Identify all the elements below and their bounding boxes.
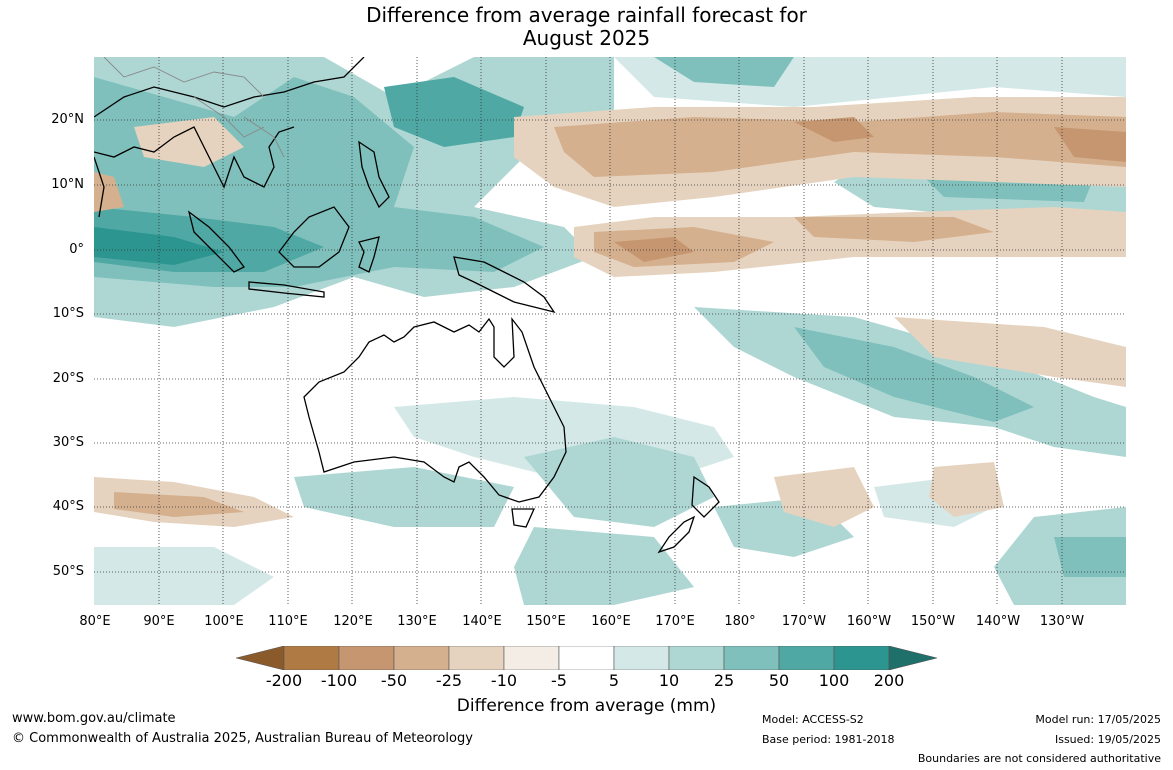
new-guinea-coast: [453, 256, 556, 314]
colorbar-tick: 200: [873, 671, 905, 690]
colorbar-swatch: [833, 645, 890, 671]
australia-coast: [303, 316, 567, 503]
issued-date: Issued: 19/05/2025: [1054, 733, 1161, 746]
lat-label-20s: 20°S: [52, 371, 84, 386]
lat-label-40s: 40°S: [52, 499, 84, 514]
colorbar-swatch: [668, 645, 725, 671]
graticule: [94, 57, 1126, 605]
colorbar: [235, 645, 938, 671]
colorbar-tick: -25: [435, 671, 463, 690]
colorbar-swatch: [393, 645, 450, 671]
colorbar-swatch: [613, 645, 670, 671]
lon-label-170w: 170°W: [781, 614, 827, 629]
colorbar-tick: -100: [320, 671, 358, 690]
colorbar-tick: -5: [551, 671, 567, 690]
colorbar-label: Difference from average (mm): [456, 696, 717, 716]
sulawesi-coast: [358, 236, 380, 273]
lon-label-100e: 100°E: [204, 614, 244, 629]
colorbar-tick: 50: [768, 671, 790, 690]
lon-label-180: 180°: [724, 614, 756, 629]
asia-mainland-coast: [94, 57, 365, 189]
colorbar-tick: 100: [818, 671, 850, 690]
lat-label-0: 0°: [69, 242, 84, 257]
lon-label-80e: 80°E: [79, 614, 111, 629]
lon-label-160e: 160°E: [591, 614, 631, 629]
lon-label-170e: 170°E: [655, 614, 695, 629]
coastlines: [94, 57, 720, 554]
lon-label-160w: 160°W: [846, 614, 892, 629]
lat-label-10s: 10°S: [52, 306, 84, 321]
colorbar-swatch: [778, 645, 835, 671]
colorbar-swatch: [338, 645, 395, 671]
new-zealand-coast: [657, 475, 720, 554]
lon-label-140e: 140°E: [462, 614, 502, 629]
colorbar-swatch: [888, 645, 938, 671]
model-name: Model: ACCESS-S2: [762, 713, 864, 726]
colorbar-swatch: [723, 645, 780, 671]
title-line-2: August 2025: [522, 26, 651, 50]
colorbar-tick: 25: [713, 671, 735, 690]
lon-label-140w: 140°W: [975, 614, 1021, 629]
lon-label-110e: 110°E: [268, 614, 308, 629]
lat-label-50s: 50°S: [52, 564, 84, 579]
colorbar-tick: -50: [380, 671, 408, 690]
rainfall-map: [94, 57, 1126, 605]
colorbar-tick: 10: [658, 671, 680, 690]
colorbar-swatch: [283, 645, 340, 671]
lon-label-150e: 150°E: [526, 614, 566, 629]
boundaries-disclaimer: Boundaries are not considered authoritat…: [917, 752, 1161, 765]
lon-label-130e: 130°E: [397, 614, 437, 629]
borneo-coast: [278, 206, 350, 268]
model-run-date: Model run: 17/05/2025: [1035, 713, 1161, 726]
lon-label-90e: 90°E: [143, 614, 175, 629]
map-title: Difference from average rainfall forecas…: [0, 4, 1173, 50]
lat-label-30s: 30°S: [52, 435, 84, 450]
colorbar-swatch: [448, 645, 505, 671]
tasmania-coast: [511, 508, 536, 528]
philippines-coast: [358, 140, 390, 209]
lon-label-120e: 120°E: [333, 614, 373, 629]
title-line-1: Difference from average rainfall forecas…: [366, 3, 807, 27]
lon-label-150w: 150°W: [910, 614, 956, 629]
copyright-text: © Commonwealth of Australia 2025, Austra…: [12, 731, 473, 746]
lat-label-20n: 20°N: [51, 112, 84, 127]
lat-label-10n: 10°N: [51, 177, 84, 192]
colorbar-swatch: [503, 645, 560, 671]
colorbar-swatch: [558, 645, 615, 671]
colorbar-tick: -200: [265, 671, 303, 690]
colorbar-swatch: [235, 645, 285, 671]
country-borders: [103, 57, 285, 158]
dry-anomaly-regions: [94, 97, 1126, 527]
colorbar-tick: 5: [608, 671, 620, 690]
base-period: Base period: 1981-2018: [762, 733, 895, 746]
colorbar-tick: -10: [490, 671, 518, 690]
website-link[interactable]: www.bom.gov.au/climate: [12, 711, 176, 726]
sumatra-coast: [187, 210, 245, 273]
java-coast: [248, 281, 325, 298]
india-coast: [94, 156, 105, 218]
lon-label-130w: 130°W: [1039, 614, 1085, 629]
